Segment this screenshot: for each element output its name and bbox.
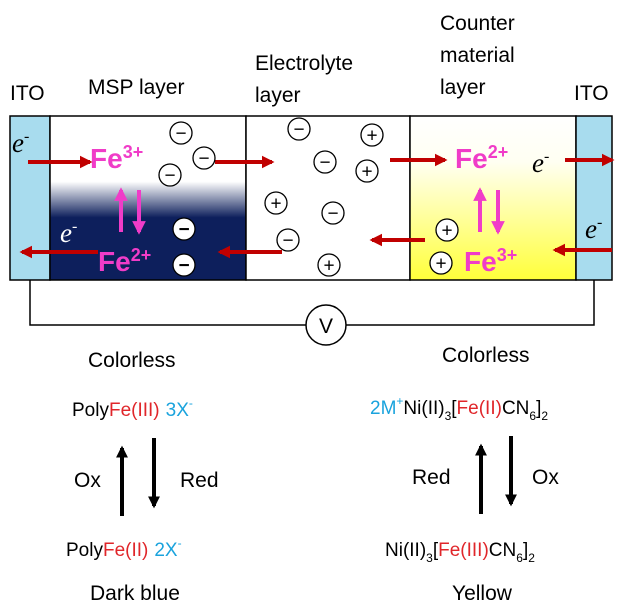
cation-ion: + (317, 253, 341, 277)
anion-ion: − (287, 117, 311, 141)
right-top-state: Colorless (442, 344, 530, 367)
svg-text:−: − (319, 153, 330, 174)
counter-label-line1: Counter (440, 12, 515, 35)
left-reduced-formula: PolyFe(II) 2X- (66, 536, 182, 561)
msp-layer-label: MSP layer (88, 76, 184, 99)
ito-left-label: ITO (10, 82, 45, 105)
ito-right-label: ITO (574, 82, 609, 105)
anion-ion: − (172, 253, 196, 277)
svg-text:+: + (323, 256, 334, 277)
fe2-counter: Fe2+ (455, 142, 508, 174)
anion-ion: − (313, 150, 337, 174)
cation-ion: + (435, 218, 459, 242)
right-red-label: Red (412, 466, 451, 489)
svg-text:+: + (361, 162, 372, 183)
right-bottom-state: Yellow (452, 582, 513, 605)
electrolyte-label-line2: layer (255, 84, 301, 107)
cation-ion: + (355, 159, 379, 183)
electron-bottom-left: e- (60, 218, 77, 248)
fe2-msp: Fe2+ (98, 245, 151, 277)
svg-text:−: − (175, 124, 186, 145)
anion-ion: − (172, 217, 196, 241)
fe3-counter: Fe3+ (464, 245, 517, 277)
cation-ion: + (264, 191, 288, 215)
counter-label-line3: layer (440, 76, 486, 99)
left-top-state: Colorless (88, 349, 176, 372)
left-oxidized-formula: PolyFe(III) 3X- (72, 396, 193, 421)
electron-bottom-right: e- (585, 214, 602, 244)
fe3-msp: Fe3+ (90, 142, 143, 174)
svg-text:−: − (282, 231, 293, 252)
svg-text:−: − (178, 256, 189, 277)
anion-ion: − (158, 163, 182, 187)
svg-text:+: + (270, 194, 281, 215)
anion-ion: − (321, 201, 345, 225)
right-bottom-formula: Ni(II)3[Fe(III)CN6]2 (385, 540, 535, 565)
voltmeter-label: V (319, 315, 333, 338)
electron-top-left: e- (12, 128, 29, 158)
external-circuit-wire (29, 280, 595, 326)
cation-ion: + (360, 123, 384, 147)
electron-top-right: e- (532, 148, 549, 178)
anion-ion: − (276, 228, 300, 252)
left-red-label: Red (180, 469, 219, 492)
counter-label-line2: material (440, 44, 515, 67)
right-top-formula: 2M+Ni(II)3[Fe(II)CN6]2 (370, 394, 548, 423)
ion-group: −−−−−− +− ++ −−+++ (158, 117, 459, 277)
svg-text:−: − (198, 149, 209, 170)
left-ox-label: Ox (74, 469, 101, 492)
cation-ion: + (429, 251, 453, 275)
svg-text:−: − (164, 166, 175, 187)
anion-ion: − (169, 121, 193, 145)
electrolyte-label-line1: Electrolyte (255, 52, 353, 75)
anion-ion: − (192, 146, 216, 170)
ito-right-electrode (575, 115, 613, 281)
right-ox-label: Ox (532, 466, 559, 489)
svg-text:−: − (293, 120, 304, 141)
svg-text:−: − (327, 204, 338, 225)
svg-text:+: + (366, 126, 377, 147)
voltmeter-circle (305, 304, 347, 346)
svg-text:−: − (178, 220, 189, 241)
left-bottom-state: Dark blue (90, 582, 180, 605)
svg-text:+: + (441, 221, 452, 242)
svg-text:+: + (435, 254, 446, 275)
